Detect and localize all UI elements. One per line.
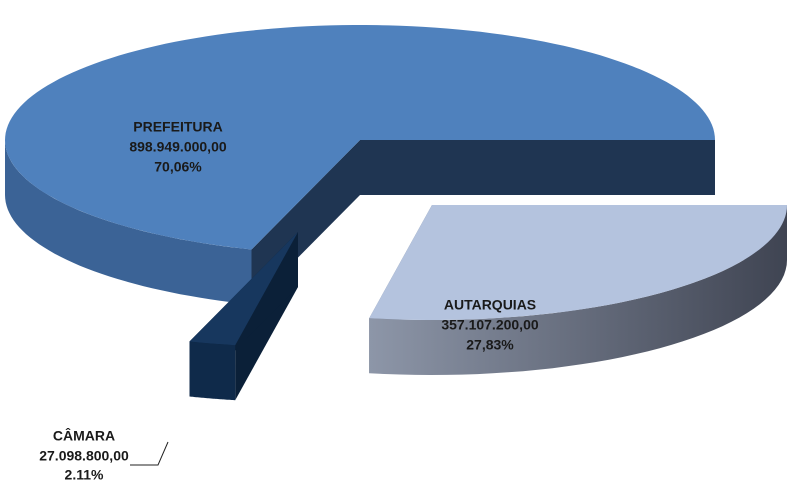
labels: AUTARQUIAS 357.107.200,00 27,83% CÂMARA …	[39, 119, 539, 483]
slice	[5, 25, 715, 250]
slice	[189, 232, 298, 346]
leader-line	[130, 441, 169, 466]
slice-value-label: 357.107.200,00	[441, 317, 539, 333]
slice-value-label: 898.949.000,00	[129, 139, 227, 155]
slice-label: CÂMARA	[53, 427, 115, 444]
slice-side	[360, 140, 715, 195]
pie	[5, 25, 787, 401]
slice-share-label: 2.11%	[65, 467, 104, 483]
slice-label: AUTARQUIAS	[444, 297, 536, 313]
slice-value-label: 27.098.800,00	[39, 448, 129, 464]
slice	[369, 205, 787, 320]
slice-share-label: 27,83%	[466, 337, 514, 353]
slice-share-label: 70,06%	[154, 159, 202, 175]
slice-wall	[5, 140, 252, 305]
slice-wall	[189, 341, 236, 401]
slice-wall	[369, 205, 787, 375]
slice-label: PREFEITURA	[133, 119, 222, 135]
